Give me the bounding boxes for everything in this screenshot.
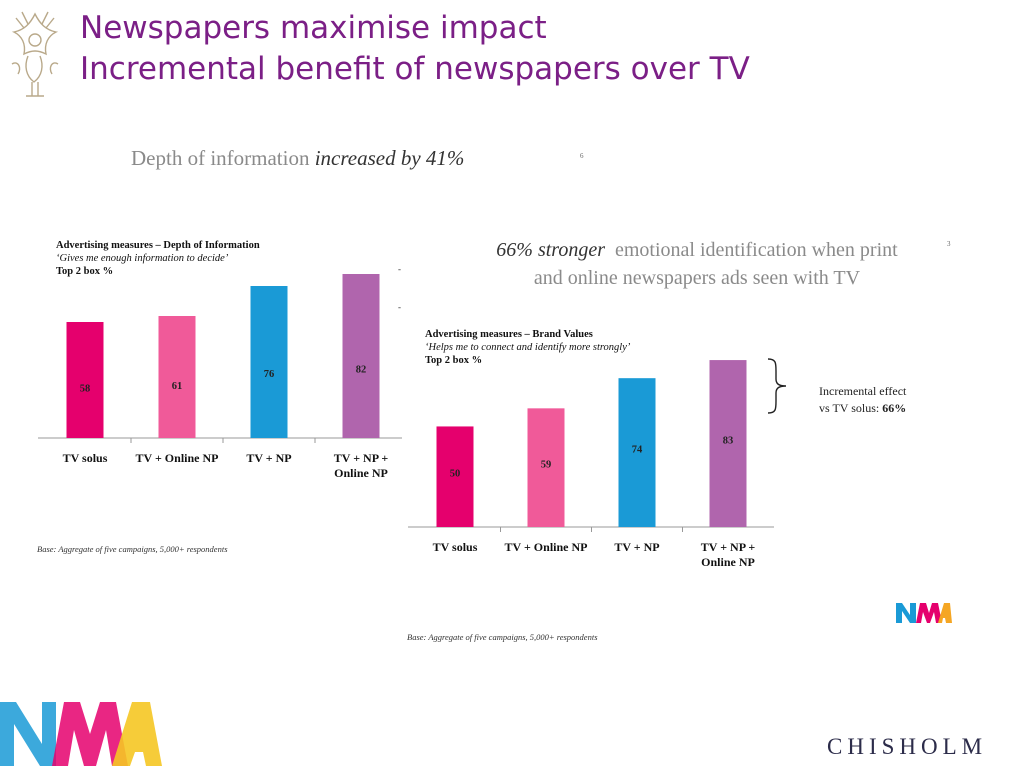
panel1-footnote-mark: 6 xyxy=(580,152,584,160)
nma-logo-large xyxy=(0,702,162,766)
crest-emblem-icon xyxy=(11,11,59,97)
category-label-3-1: Online NP xyxy=(701,555,755,569)
bar-value-label-0: 50 xyxy=(450,469,461,480)
bar-value-label-3: 82 xyxy=(356,364,367,375)
incremental-effect-line-1: Incremental effect xyxy=(819,384,907,398)
nma-logo-small xyxy=(896,603,952,623)
bar-value-label-1: 59 xyxy=(541,460,552,471)
panel2-headline-line-1: 66% stronger emotional identification wh… xyxy=(462,236,932,264)
bar-value-label-2: 74 xyxy=(632,445,643,456)
panel2-base-note: Base: Aggregate of five campaigns, 5,000… xyxy=(407,632,598,642)
panel1-headline: Depth of information increased by 41% xyxy=(131,146,464,171)
bar-value-label-0: 58 xyxy=(80,384,91,395)
category-label-0-0: TV solus xyxy=(433,540,478,554)
panel2-chart-header: Advertising measures – Brand Values ‘Hel… xyxy=(425,328,630,367)
panel1-edge-mark: - xyxy=(398,264,401,274)
category-label-1-0: TV + Online NP xyxy=(505,540,588,554)
panel1-base-note: Base: Aggregate of five campaigns, 5,000… xyxy=(37,544,228,554)
panel1-chart-header: Advertising measures – Depth of Informat… xyxy=(56,239,260,278)
bar-value-label-1: 61 xyxy=(172,381,183,392)
panel2-headline-emphasis: 66% stronger xyxy=(496,239,605,261)
bar-0 xyxy=(66,322,104,438)
panel2-headline-plain-2: and online newspapers ads seen with TV xyxy=(533,267,861,289)
panel2-chart-base-label: Top 2 box % xyxy=(425,355,483,366)
incremental-effect-note: Incremental effect vs TV solus: 66% xyxy=(819,383,906,417)
incremental-effect-line-2: vs TV solus: 66% xyxy=(819,400,906,417)
category-label-2-0: TV + NP xyxy=(246,451,291,465)
category-label-2-0: TV + NP xyxy=(614,540,659,554)
panel2-headline: 66% stronger emotional identification wh… xyxy=(462,236,932,292)
category-label-0-0: TV solus xyxy=(63,451,108,465)
panel1-chart-quote: ‘Gives me enough information to decide’ xyxy=(56,253,229,264)
bar-3 xyxy=(342,274,380,438)
category-label-3-0: TV + NP + xyxy=(701,540,756,554)
category-label-3-0: TV + NP + xyxy=(334,451,389,465)
slide-title-line-1: Newspapers maximise impact xyxy=(80,10,547,46)
bar-value-label-3: 83 xyxy=(723,436,734,447)
panel2-chart-quote: ‘Helps me to connect and identify more s… xyxy=(425,342,631,353)
panel2-headline-plain-1: emotional identification when print xyxy=(614,239,898,261)
bar-2 xyxy=(618,378,656,527)
panel1-chart-title: Advertising measures – Depth of Informat… xyxy=(56,240,260,251)
panel1-headline-emphasis: increased by 41% xyxy=(314,146,465,170)
slide-title-line-2: Incremental benefit of newspapers over T… xyxy=(80,51,750,87)
panel1-headline-plain: Depth of information xyxy=(131,146,315,170)
curly-brace-icon xyxy=(767,358,787,414)
bar-1 xyxy=(527,408,565,527)
panel1-chart-base-label: Top 2 box % xyxy=(56,266,114,277)
category-label-1-0: TV + Online NP xyxy=(136,451,219,465)
panel1-edge-mark-2: - xyxy=(398,302,401,312)
chisholm-wordmark: CHISHOLM xyxy=(827,734,988,759)
bar-1 xyxy=(158,316,196,438)
panel2-chart-title: Advertising measures – Brand Values xyxy=(425,329,593,340)
incremental-effect-label: vs TV solus: xyxy=(819,401,883,415)
category-label-3-1: Online NP xyxy=(334,466,388,480)
incremental-effect-value: 66% xyxy=(882,401,907,415)
bar-2 xyxy=(250,286,288,438)
bar-0 xyxy=(436,426,474,527)
bar-3 xyxy=(709,360,747,527)
panel2-footnote-mark: 3 xyxy=(947,240,951,248)
slide-title: Newspapers maximise impact Incremental b… xyxy=(80,8,750,90)
bar-value-label-2: 76 xyxy=(264,369,275,380)
